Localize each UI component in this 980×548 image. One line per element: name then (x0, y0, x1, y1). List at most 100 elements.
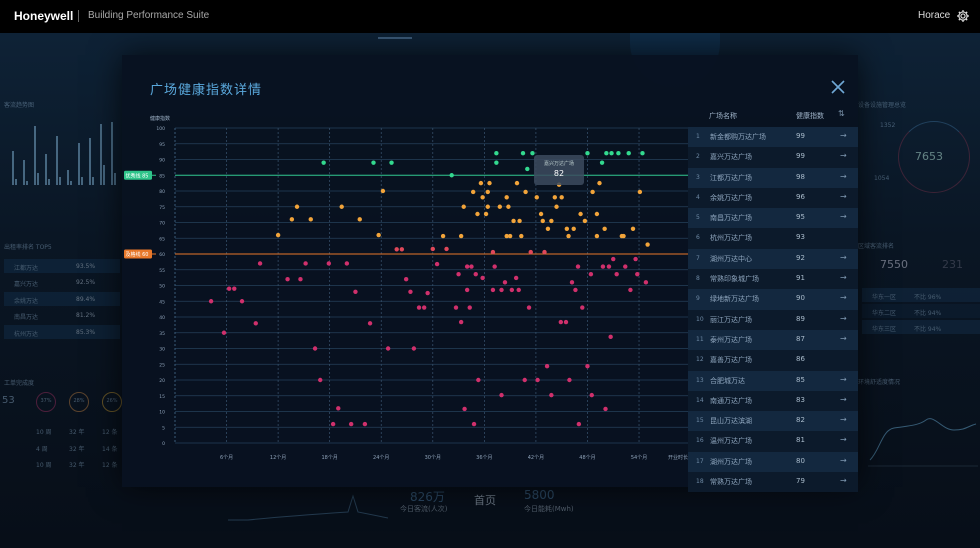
data-point[interactable] (367, 321, 373, 326)
data-point[interactable] (490, 287, 496, 293)
data-point[interactable] (461, 204, 466, 209)
data-point[interactable] (530, 151, 535, 156)
rank-row[interactable]: 南昌万达 81.2% (4, 308, 120, 322)
data-point[interactable] (604, 151, 609, 156)
data-point[interactable] (473, 271, 478, 277)
data-point[interactable] (318, 377, 323, 383)
data-point[interactable] (362, 421, 368, 427)
table-row[interactable]: 18 常熟万达广场 79 → (688, 472, 858, 493)
arrow-right-icon[interactable]: → (840, 293, 847, 303)
data-point[interactable] (339, 204, 344, 209)
data-point[interactable] (520, 151, 526, 156)
data-point[interactable] (483, 211, 489, 217)
data-point[interactable] (344, 261, 350, 266)
data-point[interactable] (585, 151, 590, 156)
data-point[interactable] (519, 233, 524, 239)
user-name[interactable]: Horace (918, 10, 951, 21)
table-row[interactable]: 9 绿地新万达广场 90 → (688, 289, 858, 310)
data-point[interactable] (567, 377, 572, 383)
arrow-right-icon[interactable]: → (840, 151, 847, 161)
region-row[interactable]: 华东三区 不比 94% (862, 320, 980, 334)
data-point[interactable] (573, 287, 578, 293)
table-row[interactable]: 6 杭州万达广场 93 (688, 228, 858, 249)
data-point[interactable] (285, 277, 290, 282)
data-point[interactable] (275, 232, 281, 238)
region-row[interactable]: 华东一区 不比 96% (862, 288, 980, 302)
table-row[interactable]: 16 温州万达广场 81 → (688, 431, 858, 452)
data-point[interactable] (630, 226, 636, 231)
data-point[interactable] (509, 287, 515, 293)
arrow-right-icon[interactable]: → (840, 455, 847, 465)
data-point[interactable] (538, 211, 544, 217)
data-point[interactable] (571, 226, 576, 231)
data-point[interactable] (469, 264, 474, 269)
data-point[interactable] (559, 195, 564, 200)
data-point[interactable] (485, 204, 490, 209)
data-point[interactable] (430, 246, 435, 252)
data-point[interactable] (257, 261, 263, 266)
data-point[interactable] (504, 233, 509, 239)
data-point[interactable] (226, 286, 232, 291)
data-point[interactable] (444, 246, 449, 252)
data-point[interactable] (380, 188, 386, 194)
data-point[interactable] (303, 261, 308, 266)
arrow-right-icon[interactable]: → (840, 191, 847, 201)
data-point[interactable] (478, 180, 484, 186)
data-point[interactable] (600, 264, 606, 269)
data-point[interactable] (552, 195, 558, 200)
data-point[interactable] (208, 299, 214, 304)
table-row[interactable]: 1 新金都购万达广场 99 → (688, 127, 858, 148)
table-row[interactable]: 8 常熟印象城广场 91 → (688, 269, 858, 290)
data-point[interactable] (522, 377, 527, 383)
data-point[interactable] (357, 217, 362, 222)
data-point[interactable] (590, 189, 595, 195)
data-point[interactable] (289, 217, 295, 222)
gear-icon[interactable] (956, 9, 970, 23)
data-point[interactable] (497, 204, 503, 209)
table-row[interactable]: 15 昆山万达滨湖 82 → (688, 411, 858, 432)
arrow-right-icon[interactable]: → (840, 476, 847, 486)
data-point[interactable] (558, 319, 564, 325)
data-point[interactable] (458, 319, 464, 325)
data-point[interactable] (516, 287, 521, 293)
data-point[interactable] (449, 173, 454, 178)
data-point[interactable] (549, 218, 554, 224)
data-point[interactable] (569, 280, 575, 285)
data-point[interactable] (528, 249, 533, 255)
col-score-header[interactable]: 健康指数 (796, 112, 824, 120)
data-point[interactable] (578, 211, 583, 217)
data-point[interactable] (566, 233, 571, 239)
data-point[interactable] (542, 249, 547, 255)
data-point[interactable] (321, 160, 326, 165)
data-point[interactable] (470, 189, 476, 195)
data-point[interactable] (597, 180, 602, 186)
data-point[interactable] (535, 377, 540, 383)
data-point[interactable] (480, 275, 485, 281)
data-point[interactable] (371, 160, 376, 165)
data-point[interactable] (458, 233, 464, 239)
data-point[interactable] (494, 151, 499, 156)
data-point[interactable] (499, 287, 504, 293)
table-row[interactable]: 11 泰州万达广场 87 → (688, 329, 858, 351)
arrow-right-icon[interactable]: → (840, 131, 847, 140)
data-point[interactable] (616, 151, 621, 156)
data-point[interactable] (525, 166, 530, 172)
data-point[interactable] (389, 160, 394, 165)
arrow-right-icon[interactable]: → (840, 435, 847, 445)
data-point[interactable] (487, 180, 492, 186)
data-point[interactable] (376, 232, 381, 238)
data-point[interactable] (594, 233, 600, 239)
data-point[interactable] (326, 261, 332, 266)
data-point[interactable] (425, 290, 430, 296)
data-point[interactable] (621, 233, 626, 239)
data-point[interactable] (554, 204, 559, 209)
table-row[interactable]: 10 丽江万达广场 89 → (688, 309, 858, 330)
data-point[interactable] (408, 289, 413, 294)
data-point[interactable] (602, 226, 607, 231)
arrow-right-icon[interactable]: → (840, 171, 847, 181)
data-point[interactable] (348, 421, 354, 427)
data-point[interactable] (534, 195, 539, 200)
data-point[interactable] (576, 421, 582, 427)
data-point[interactable] (485, 189, 490, 195)
data-point[interactable] (523, 189, 528, 195)
